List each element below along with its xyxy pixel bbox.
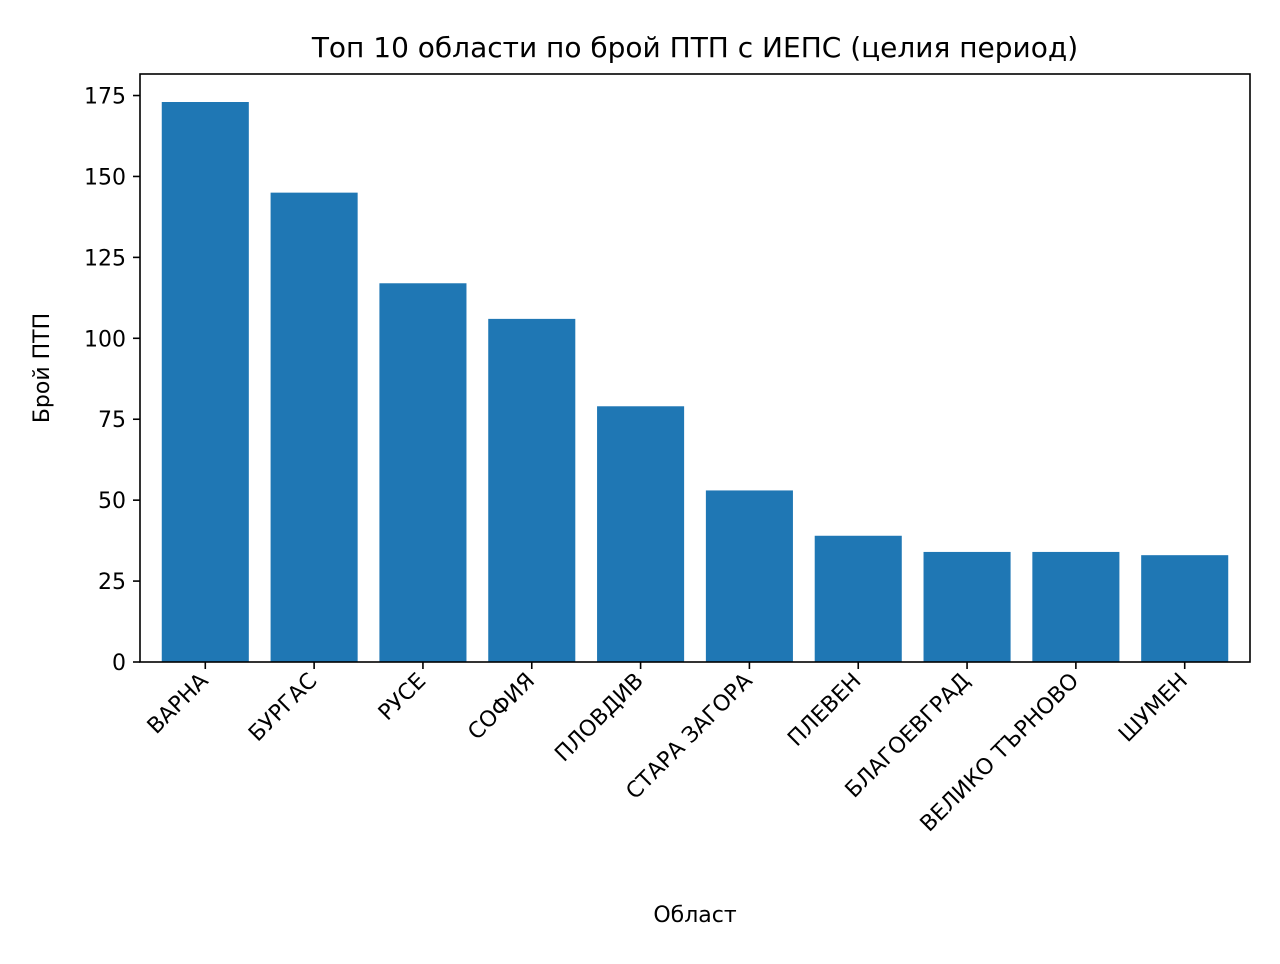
y-tick-label: 25 — [98, 570, 126, 595]
y-tick-label: 175 — [84, 85, 126, 110]
x-tick-label: РУСЕ — [374, 669, 431, 726]
bar — [1141, 555, 1229, 662]
x-tick-label: ПЛЕВЕН — [783, 669, 866, 752]
bar — [1032, 551, 1120, 662]
x-tick-label: ПЛОВДИВ — [550, 669, 648, 767]
y-axis-label: Брой ПТП — [30, 313, 55, 423]
bar — [270, 192, 358, 662]
bar — [597, 406, 685, 662]
bar — [161, 102, 249, 662]
x-tick-label: ВАРНА — [143, 669, 214, 740]
bars-layer — [161, 102, 1229, 662]
plot-area-frame — [139, 73, 1251, 663]
y-tick-label: 0 — [112, 651, 126, 676]
y-tick-label: 150 — [84, 165, 126, 190]
x-axis-label: Област — [653, 903, 737, 928]
chart-title: Топ 10 области по брой ПТП с ИЕПС (целия… — [311, 31, 1078, 64]
y-tick-label: 50 — [98, 489, 126, 514]
y-axis: 0 25 50 75 100 125 150 175 — [84, 85, 140, 676]
bar — [814, 535, 902, 662]
x-tick-label: ШУМЕН — [1114, 669, 1193, 748]
y-tick-label: 75 — [98, 408, 126, 433]
bar — [379, 283, 467, 662]
x-tick-label: БУРГАС — [244, 669, 322, 747]
y-tick-label: 125 — [84, 246, 126, 271]
bar — [923, 551, 1011, 662]
y-tick-label: 100 — [84, 327, 126, 352]
x-tick-label: СОФИЯ — [463, 669, 540, 746]
bar — [488, 318, 576, 662]
bar — [705, 490, 793, 662]
